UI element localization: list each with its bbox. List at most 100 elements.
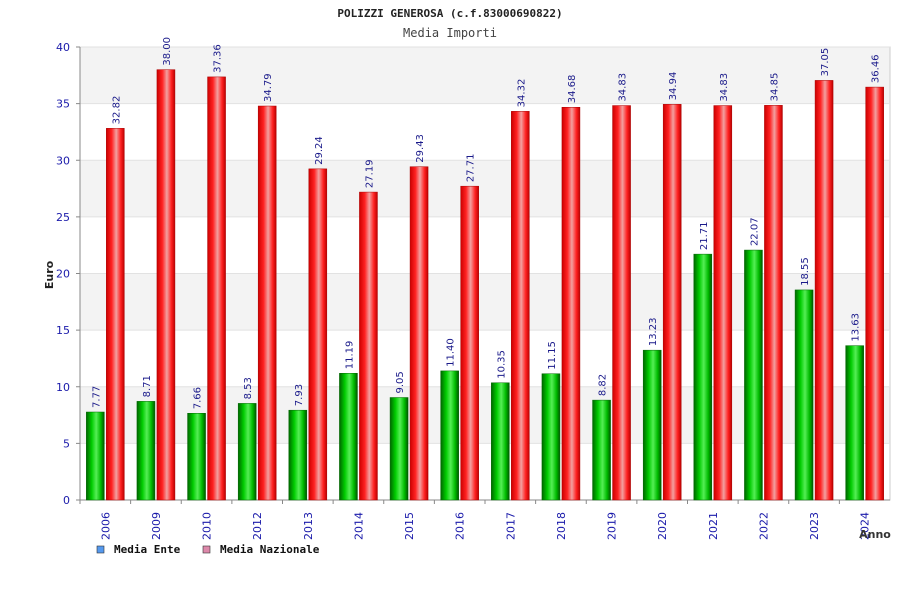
bar-value-label: 18.55 xyxy=(800,257,811,286)
bar-value-label: 13.63 xyxy=(851,313,862,342)
bar-media-ente xyxy=(845,345,864,501)
bar-media-nazionale xyxy=(156,69,176,501)
legend: Media Ente Media Nazionale xyxy=(96,543,320,556)
bar-value-label: 34.68 xyxy=(567,75,578,104)
x-tick-label: 2014 xyxy=(352,512,365,540)
x-tick-label: 2021 xyxy=(707,512,720,540)
bar-media-ente xyxy=(288,409,308,501)
y-tick-label: 5 xyxy=(63,437,70,450)
bar-value-label: 8.82 xyxy=(598,374,609,396)
y-tick-label: 30 xyxy=(56,154,70,167)
x-tick-label: 2015 xyxy=(403,512,416,540)
y-tick-label: 35 xyxy=(56,98,70,111)
x-tick-label: 2009 xyxy=(150,512,163,540)
bar-media-nazionale xyxy=(359,191,378,501)
x-tick-label: 2024 xyxy=(859,512,872,540)
y-tick-label: 25 xyxy=(56,211,70,224)
bar-media-nazionale xyxy=(207,76,226,501)
x-tick-label: 2020 xyxy=(656,512,669,540)
y-tick-label: 10 xyxy=(56,381,70,394)
bar-media-ente xyxy=(136,401,156,501)
bar-media-nazionale xyxy=(409,166,429,501)
x-tick-label: 2013 xyxy=(302,512,315,540)
bar-media-ente xyxy=(592,399,611,501)
bar-value-label: 8.53 xyxy=(243,377,254,399)
bar-media-nazionale xyxy=(460,185,479,501)
x-tick-label: 2010 xyxy=(201,512,214,540)
bar-media-nazionale xyxy=(814,80,834,501)
bar-media-ente xyxy=(237,403,257,501)
y-tick-label: 40 xyxy=(56,41,70,54)
bar-media-ente xyxy=(693,253,713,501)
x-tick-label: 2012 xyxy=(251,512,264,540)
y-axis-label: Euro xyxy=(43,260,56,289)
legend-label-media-nazionale: Media Nazionale xyxy=(220,543,320,556)
bar-value-label: 37.36 xyxy=(213,44,224,73)
chart-title: POLIZZI GENEROSA (c.f.83000690822) xyxy=(337,7,562,20)
bar-media-nazionale xyxy=(106,128,125,501)
bar-value-label: 34.32 xyxy=(516,79,527,108)
bar-media-ente xyxy=(86,411,105,501)
bar-value-label: 27.71 xyxy=(466,154,477,183)
bars: 7.77 32.82 8.71 38.00 7.66 37.36 8.53 34.79 7.93… xyxy=(86,37,884,501)
legend-swatch-media-nazionale xyxy=(202,545,211,554)
bar-media-nazionale xyxy=(561,106,581,501)
bar-media-nazionale xyxy=(865,86,884,501)
bar-media-nazionale xyxy=(308,168,328,501)
bar-value-label: 34.85 xyxy=(769,73,780,102)
bar-value-label: 7.77 xyxy=(91,386,102,408)
bar-media-nazionale xyxy=(257,105,277,501)
bar-value-label: 34.94 xyxy=(668,72,679,101)
bar-value-label: 11.40 xyxy=(446,338,457,367)
bar-media-nazionale xyxy=(764,105,783,501)
x-tick-label: 2018 xyxy=(555,512,568,540)
bar-value-label: 27.19 xyxy=(364,159,375,188)
bar-media-nazionale xyxy=(612,105,631,501)
x-axis-label: Anno xyxy=(859,528,891,541)
bar-media-ente xyxy=(794,289,814,501)
bar-value-label: 36.46 xyxy=(871,54,882,83)
y-tick-label: 15 xyxy=(56,324,70,337)
bar-media-ente xyxy=(440,370,459,501)
chart-subtitle: Media Importi xyxy=(403,26,497,40)
bar-value-label: 7.66 xyxy=(193,387,204,409)
x-tick-label: 2022 xyxy=(757,512,770,540)
y-tick-label: 0 xyxy=(63,494,70,507)
bar-value-label: 37.05 xyxy=(820,48,831,77)
legend-label-media-ente: Media Ente xyxy=(114,543,181,556)
bar-value-label: 29.24 xyxy=(314,136,325,165)
bar-value-label: 11.15 xyxy=(547,341,558,370)
bar-value-label: 8.71 xyxy=(142,375,153,397)
bar-value-label: 38.00 xyxy=(162,37,173,66)
bar-value-label: 11.19 xyxy=(344,341,355,370)
bar-value-label: 34.83 xyxy=(618,73,629,102)
bar-media-nazionale xyxy=(511,111,530,501)
bar-media-ente xyxy=(642,349,662,501)
bar-value-label: 7.93 xyxy=(294,384,305,406)
y-tick-label: 20 xyxy=(56,268,70,281)
bar-media-ente xyxy=(541,373,561,501)
x-tick-label: 2023 xyxy=(808,512,821,540)
bar-value-label: 22.07 xyxy=(749,217,760,246)
bar-value-label: 21.71 xyxy=(699,221,710,250)
bar-media-ente xyxy=(187,413,206,501)
bar-value-label: 10.35 xyxy=(496,350,507,379)
legend-swatch-media-ente xyxy=(96,545,105,554)
bar-value-label: 13.23 xyxy=(648,318,659,347)
bar-value-label: 32.82 xyxy=(111,96,122,125)
bar-value-label: 34.79 xyxy=(263,73,274,102)
bar-media-nazionale xyxy=(713,105,733,501)
x-axis-ticks: 2006 2009 2010 2012 2013 2014 2015 2016 2017 2018… xyxy=(79,500,872,540)
bar-media-ente xyxy=(491,382,510,501)
bar-media-ente xyxy=(389,397,409,501)
bar-media-ente xyxy=(339,373,358,501)
bar-value-label: 9.05 xyxy=(395,371,406,393)
bar-value-label: 34.83 xyxy=(719,73,730,102)
bar-value-label: 29.43 xyxy=(415,134,426,163)
x-tick-label: 2016 xyxy=(454,512,467,540)
x-tick-label: 2017 xyxy=(504,512,517,540)
bar-media-ente xyxy=(744,249,763,501)
x-tick-label: 2006 xyxy=(99,512,112,540)
bar-media-nazionale xyxy=(662,104,682,501)
